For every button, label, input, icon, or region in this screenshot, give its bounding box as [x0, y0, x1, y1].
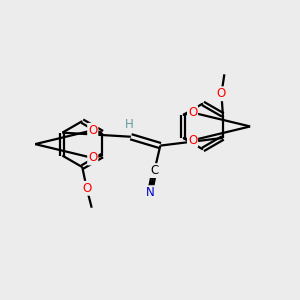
Text: O: O [88, 152, 98, 164]
Text: C: C [150, 164, 158, 177]
Text: H: H [125, 118, 134, 131]
Text: N: N [146, 186, 154, 199]
Text: O: O [88, 124, 98, 137]
Text: O: O [188, 106, 197, 119]
Text: O: O [188, 134, 197, 147]
Text: O: O [217, 87, 226, 100]
Text: O: O [82, 182, 91, 195]
